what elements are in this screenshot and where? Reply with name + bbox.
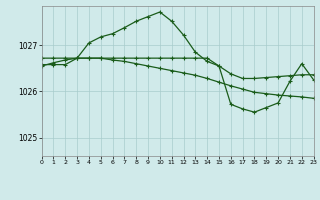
Text: Graphe pression niveau de la mer (hPa): Graphe pression niveau de la mer (hPa)	[58, 184, 262, 193]
